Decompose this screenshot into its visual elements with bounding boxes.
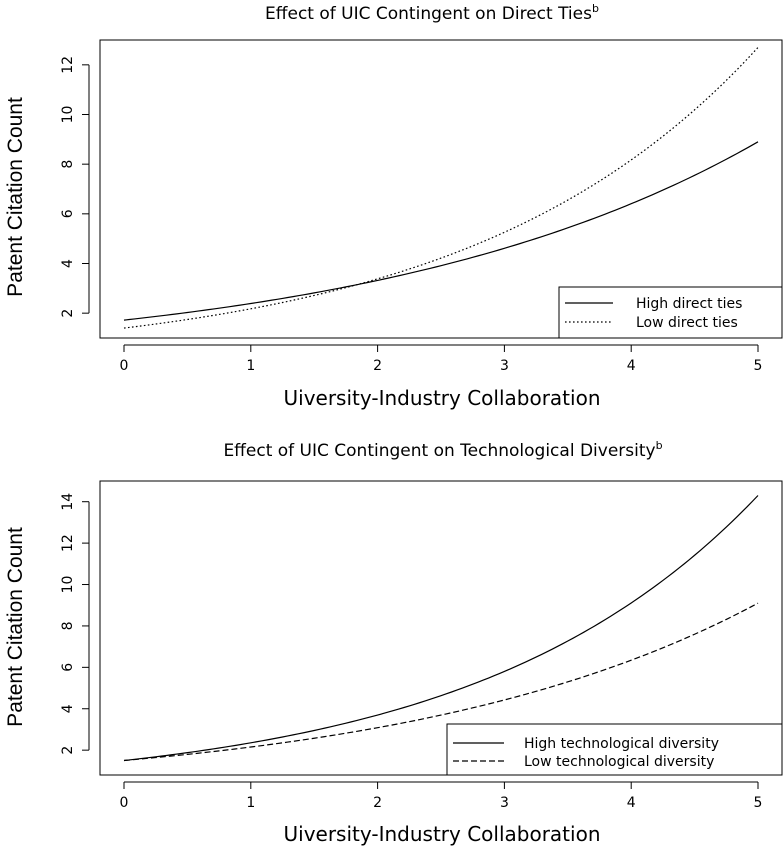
x-tick-label: 1 — [246, 795, 255, 811]
y-tick-label: 10 — [60, 576, 76, 594]
y-tick-label: 12 — [60, 56, 76, 74]
y-tick-label: 4 — [60, 704, 76, 713]
legend-box — [558, 286, 783, 339]
y-tick-label: 14 — [60, 493, 76, 511]
chart-title: Effect of UIC Contingent on Direct Tiesb — [265, 2, 599, 24]
series-line-2 — [123, 602, 759, 762]
x-tick-label: 0 — [120, 358, 129, 374]
y-tick-label: 6 — [60, 209, 76, 218]
legend-label-series-1: High direct ties — [636, 296, 742, 312]
series-line-2 — [123, 47, 759, 329]
legend: High technological diversity Low technol… — [446, 723, 783, 776]
series-line-1 — [123, 141, 759, 321]
x-tick-label: 4 — [627, 795, 636, 811]
y-tick-label: 6 — [60, 663, 76, 672]
legend-label-series-1: High technological diversity — [524, 736, 719, 752]
y-tick-label: 8 — [60, 160, 76, 169]
x-axis-label: Uiversity-Industry Collaboration — [284, 386, 601, 410]
legend-label-series-2: Low direct ties — [636, 315, 738, 331]
chart-direct-ties: Effect of UIC Contingent on Direct Tiesb… — [4, 2, 783, 410]
chart-title: Effect of UIC Contingent on Technologica… — [223, 439, 662, 461]
y-axis-label: Patent Citation Count — [4, 97, 27, 297]
x-tick-label: 1 — [246, 358, 255, 374]
y-tick-label: 2 — [60, 309, 76, 318]
x-axis-label: Uiversity-Industry Collaboration — [284, 822, 601, 846]
y-tick-label: 2 — [60, 746, 76, 755]
x-tick-label: 5 — [754, 795, 763, 811]
plot-frame — [99, 480, 783, 776]
x-tick-label: 3 — [500, 358, 509, 374]
x-tick-label: 0 — [120, 795, 129, 811]
x-tick-label: 2 — [373, 358, 382, 374]
y-tick-label: 8 — [60, 621, 76, 630]
chart-technological-diversity: Effect of UIC Contingent on Technologica… — [4, 439, 783, 846]
legend-box — [446, 723, 783, 776]
x-tick-label: 3 — [500, 795, 509, 811]
y-axis-label: Patent Citation Count — [4, 527, 27, 727]
y-tick-label: 10 — [60, 106, 76, 124]
legend-label-series-2: Low technological diversity — [524, 754, 714, 770]
x-tick-label: 4 — [627, 358, 636, 374]
series-line-1 — [123, 495, 759, 762]
x-tick-label: 2 — [373, 795, 382, 811]
y-tick-label: 4 — [60, 259, 76, 268]
plot-frame — [99, 39, 783, 339]
x-tick-label: 5 — [754, 358, 763, 374]
legend: High direct ties Low direct ties — [558, 286, 783, 339]
y-tick-label: 12 — [60, 534, 76, 552]
